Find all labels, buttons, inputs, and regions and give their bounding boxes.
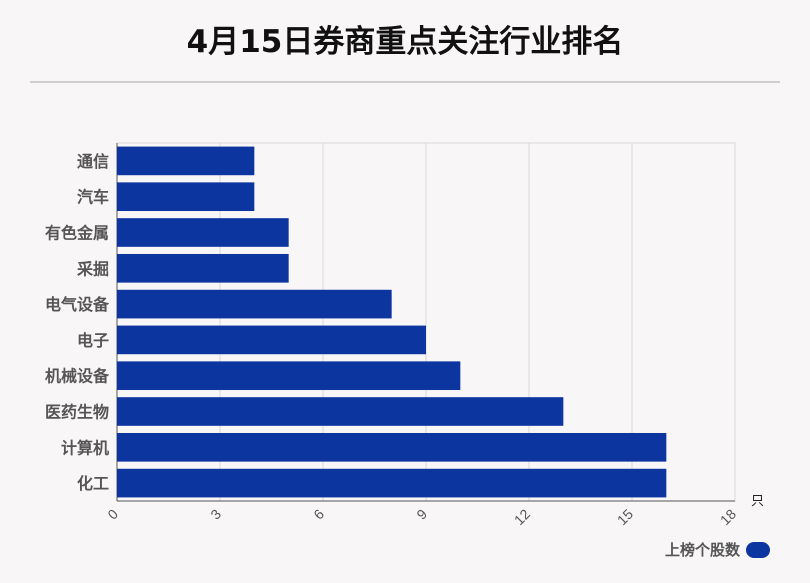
- category-label: 电气设备: [45, 295, 110, 314]
- bar: [117, 397, 564, 426]
- category-label: 化工: [77, 474, 109, 493]
- bar: [117, 289, 392, 319]
- category-label: 通信: [77, 152, 109, 171]
- legend-swatch: [746, 541, 770, 558]
- x-tick-label: 12: [511, 506, 533, 528]
- bar: [117, 182, 255, 212]
- legend-label: 上榜个股数: [664, 541, 740, 559]
- category-label: 有色金属: [45, 224, 109, 243]
- legend[interactable]: 上榜个股数: [665, 539, 770, 560]
- category-label: 医药生物: [45, 403, 109, 422]
- bar: [117, 325, 426, 355]
- bar: [117, 468, 667, 498]
- bar: [117, 146, 255, 176]
- bar: [117, 253, 289, 283]
- x-tick-label: 18: [717, 506, 739, 528]
- x-tick-label: 6: [310, 506, 327, 523]
- x-tick-label: 0: [104, 506, 121, 523]
- bar: [117, 218, 289, 247]
- category-label: 汽车: [77, 188, 109, 207]
- x-tick-label: 9: [413, 506, 430, 523]
- bar: [117, 432, 667, 462]
- x-unit-label: 只: [751, 494, 764, 509]
- chart-title: 4月15日券商重点关注行业排名: [186, 24, 624, 60]
- category-label: 计算机: [61, 438, 109, 457]
- category-label: 机械设备: [45, 367, 110, 386]
- x-tick-label: 15: [614, 506, 636, 528]
- title-divider: [30, 81, 780, 83]
- bar: [117, 361, 461, 391]
- category-label: 电子: [77, 331, 109, 350]
- x-tick-label: 3: [207, 506, 224, 523]
- category-label: 采掘: [76, 259, 109, 278]
